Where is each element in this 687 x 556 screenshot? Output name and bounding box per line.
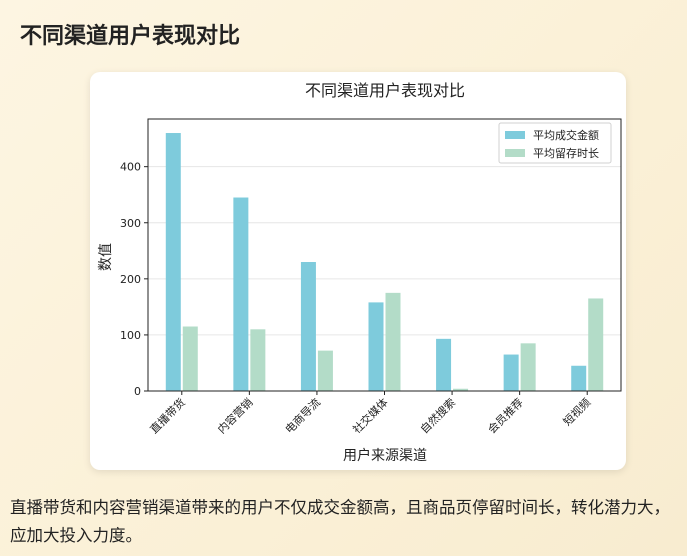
bar-avg-retention (250, 329, 266, 391)
chart-title: 不同渠道用户表现对比 (305, 81, 465, 100)
bar-avg-order-value (165, 133, 181, 391)
x-axis-label: 用户来源渠道 (343, 447, 427, 464)
legend-box (498, 122, 612, 164)
plot-frame (147, 118, 622, 392)
chart-card: 不同渠道用户表现对比 数值 用户来源渠道 0 100 200 300 400 直播带货 内容… (90, 72, 626, 470)
bar-avg-order-value (571, 365, 587, 391)
bars (165, 133, 604, 391)
bar-avg-retention (182, 326, 198, 391)
bar-avg-order-value (503, 354, 519, 391)
y-tick-label: 100 (120, 329, 141, 342)
x-tick-label: 社交媒体 (350, 395, 391, 436)
legend-label: 平均留存时长 (533, 146, 599, 160)
legend-swatch (505, 131, 525, 139)
x-tick-label: 直播带货 (147, 395, 188, 436)
bar-avg-retention (317, 350, 333, 391)
x-tick-label: 电商导流 (282, 395, 323, 436)
bar-avg-retention (453, 388, 469, 391)
legend-swatch (505, 149, 525, 157)
bar-avg-order-value (436, 338, 452, 391)
y-tick-label: 400 (120, 161, 141, 174)
x-tick-label: 会员推荐 (485, 395, 526, 436)
bar-chart: 不同渠道用户表现对比 数值 用户来源渠道 0 100 200 300 400 直播带货 内容… (98, 81, 622, 464)
x-tick-label: 短视频 (560, 395, 593, 428)
page-title: 不同渠道用户表现对比 (20, 24, 241, 49)
bar-avg-retention (385, 292, 401, 391)
y-tick-label: 200 (120, 273, 141, 286)
y-tick-label: 0 (134, 385, 141, 398)
y-tick-label: 300 (120, 217, 141, 230)
bar-avg-retention (588, 298, 604, 391)
bar-avg-retention (520, 343, 536, 391)
x-tick-label: 自然搜索 (417, 395, 458, 436)
grid-lines (148, 166, 621, 392)
insight-caption: 直播带货和内容营销渠道带来的用户不仅成交金额高，且商品页停留时间长，转化潜力大，… (10, 498, 670, 545)
bar-avg-order-value (233, 197, 249, 391)
bar-avg-order-value (368, 302, 384, 391)
x-tick-label: 内容营销 (214, 395, 255, 436)
y-axis-label: 数值 (98, 243, 114, 271)
legend-label: 平均成交金额 (533, 128, 599, 142)
bar-avg-order-value (300, 262, 316, 391)
